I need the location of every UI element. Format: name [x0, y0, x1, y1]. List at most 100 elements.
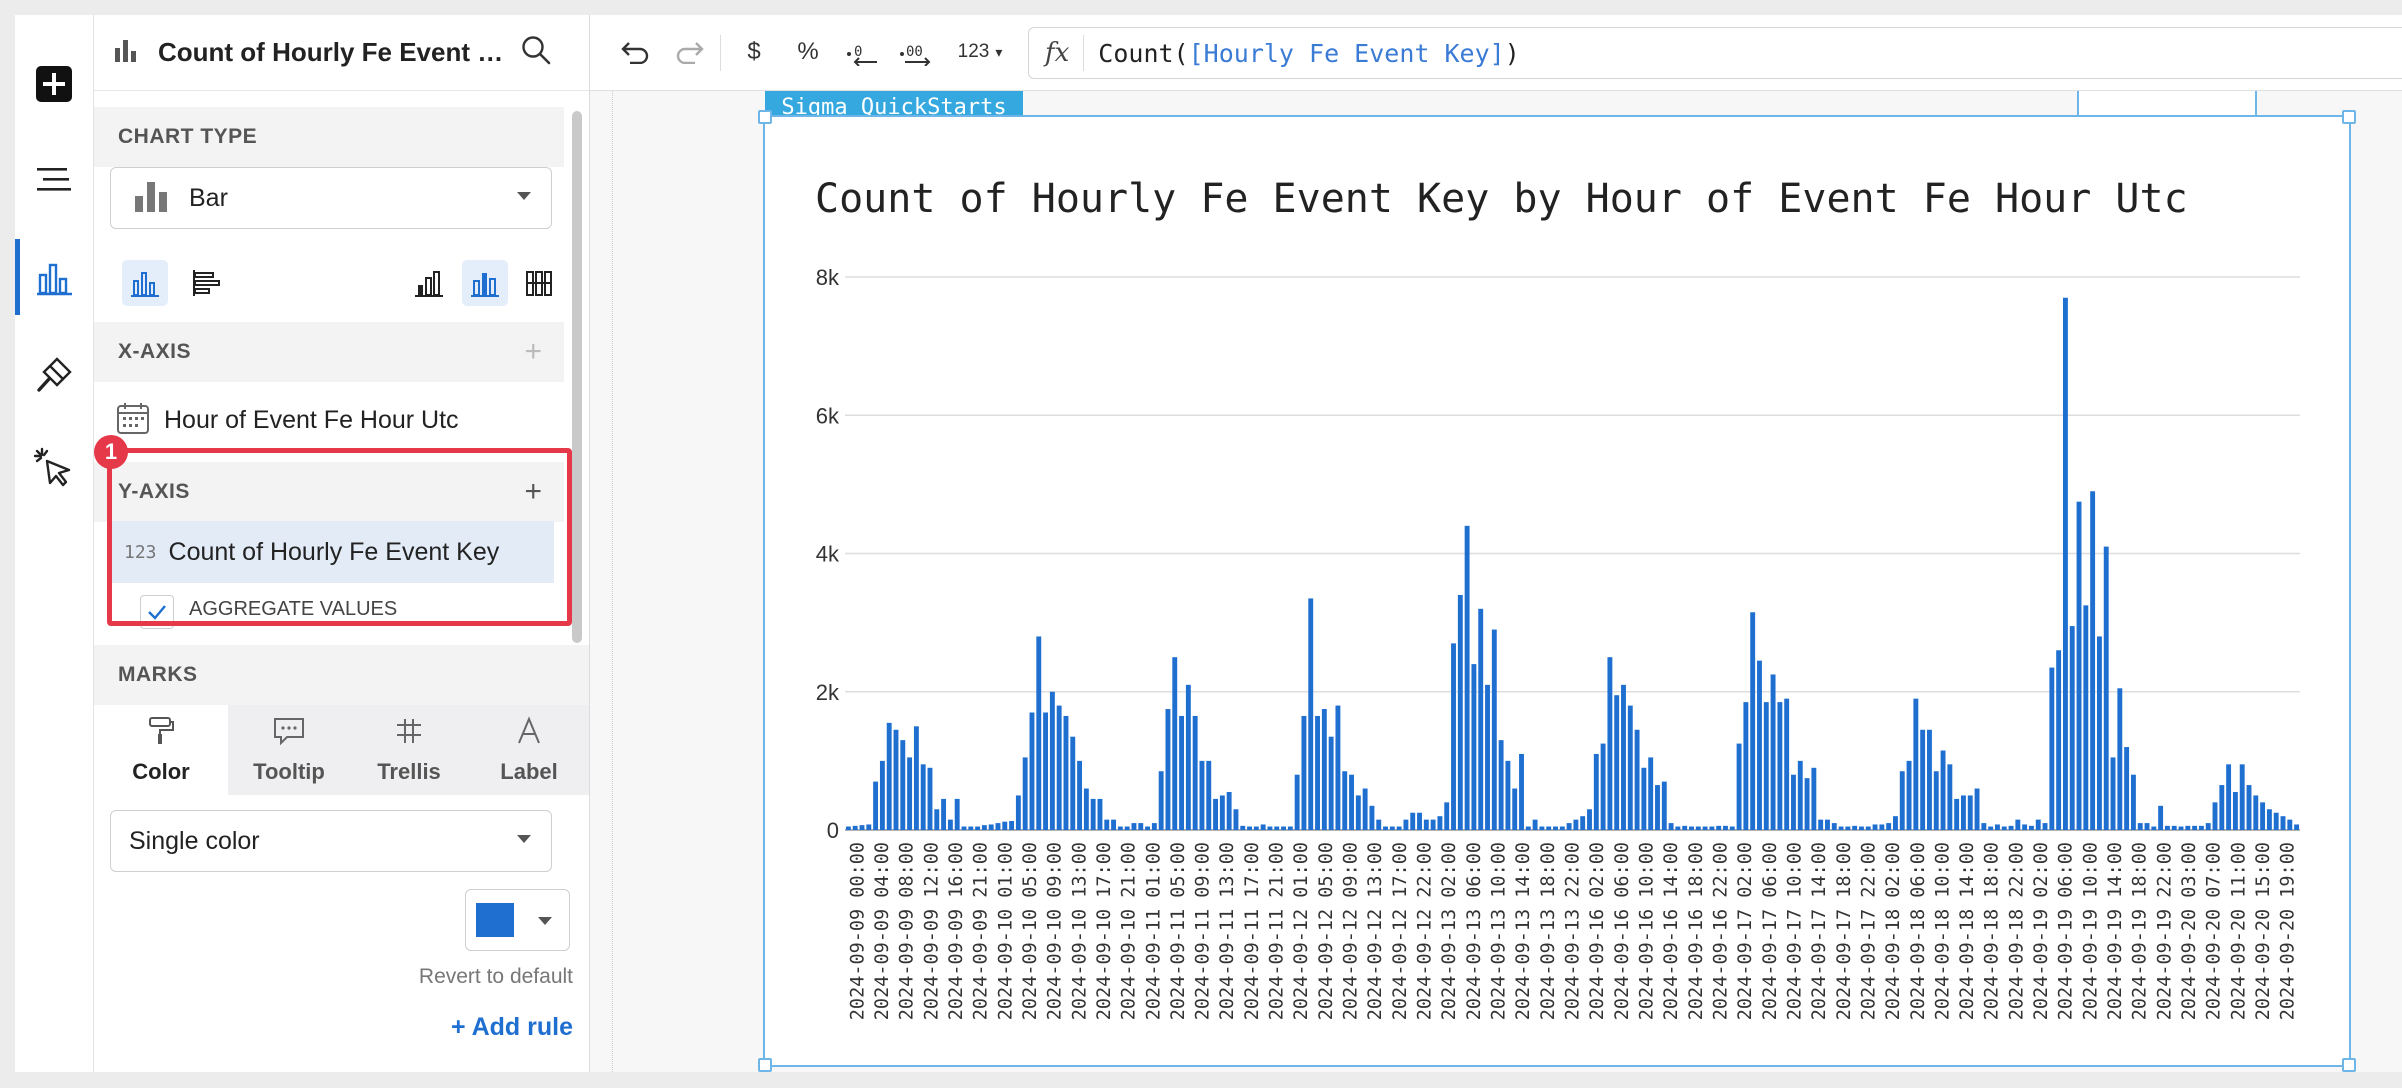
bar	[1247, 826, 1252, 830]
currency-button[interactable]: $	[747, 38, 761, 65]
bar	[1865, 826, 1871, 830]
x-tick-label: 2024-09-19 06:00	[2056, 842, 2077, 1020]
bar	[1913, 698, 1919, 830]
bar	[1151, 823, 1157, 830]
x-tick-label: 2024-09-10 01:00	[995, 842, 1016, 1020]
bar	[1791, 774, 1796, 830]
x-tick-label: 2024-09-19 18:00	[2130, 842, 2151, 1020]
bar	[1097, 798, 1103, 830]
resize-handle[interactable]	[758, 1058, 772, 1072]
bar	[1512, 788, 1518, 830]
bar	[1117, 826, 1123, 830]
bar	[2137, 823, 2143, 830]
bar	[1593, 753, 1599, 830]
number-format-dropdown[interactable]: 123 ▾	[952, 31, 1008, 73]
x-tick-label: 2024-09-13 06:00	[1464, 842, 1485, 1020]
add-y-axis-icon[interactable]: +	[524, 475, 542, 508]
horizontal-bar-option[interactable]	[184, 260, 230, 306]
grouped-bar-option[interactable]	[462, 260, 508, 306]
outline-icon[interactable]	[15, 145, 93, 215]
bar	[1709, 826, 1715, 830]
redo-icon[interactable]	[670, 31, 710, 73]
bar	[1090, 798, 1096, 830]
resize-handle[interactable]	[2342, 1058, 2356, 1072]
x-tick-label: 2024-09-18 14:00	[1957, 842, 1978, 1020]
bar	[2076, 501, 2082, 830]
properties-panel: Count of Hourly Fe Event K... CHART TYPE…	[94, 15, 590, 1072]
tab-trellis[interactable]: Trellis	[349, 705, 469, 795]
add-x-axis-icon[interactable]: +	[524, 335, 542, 368]
percent-bar-option[interactable]	[516, 260, 562, 306]
bar	[1702, 826, 1708, 830]
bar	[1947, 764, 1953, 830]
bar	[1831, 823, 1837, 830]
formula-function: Count(	[1098, 38, 1189, 68]
chart-type-select[interactable]: Bar	[110, 167, 552, 229]
bar	[2117, 688, 2123, 830]
bar-chart-icon[interactable]	[15, 242, 93, 312]
search-icon[interactable]	[520, 34, 552, 71]
chart-title: Count of Hourly Fe Event Key by Hour of …	[815, 176, 2188, 222]
chart-type-heading: CHART TYPE	[118, 125, 258, 148]
resize-handle[interactable]	[2342, 110, 2356, 124]
bar	[2008, 825, 2014, 830]
bar	[2226, 764, 2232, 830]
action-cursor-icon[interactable]	[15, 433, 93, 503]
page-tag: Sigma QuickStarts	[765, 91, 1023, 119]
y-tick-label: 4k	[816, 542, 840, 567]
plus-icon[interactable]	[15, 49, 93, 119]
x-axis-field[interactable]: Hour of Event Fe Hour Utc	[110, 389, 550, 451]
paint-icon[interactable]	[15, 340, 93, 410]
undo-icon[interactable]	[615, 31, 655, 73]
x-tick-label: 2024-09-11 09:00	[1193, 842, 1214, 1020]
color-swatch	[476, 903, 514, 937]
x-axis-heading: X-AXIS	[118, 340, 192, 363]
bar	[1743, 702, 1749, 830]
bar	[866, 824, 872, 830]
color-mode-value: Single color	[129, 826, 260, 855]
bar	[1580, 816, 1586, 830]
increase-decimals-icon[interactable]: 00	[896, 31, 940, 73]
number-type-icon: 123	[124, 541, 157, 563]
bar	[852, 825, 858, 830]
bar	[2266, 809, 2272, 830]
bar	[968, 826, 974, 830]
x-tick-label: 2024-09-11 13:00	[1217, 842, 1238, 1020]
resize-handle[interactable]	[758, 110, 772, 124]
bar	[1553, 826, 1558, 830]
stacked-bar-option[interactable]	[406, 260, 452, 306]
revert-default-link[interactable]: Revert to default	[418, 965, 573, 988]
x-tick-label: 2024-09-12 17:00	[1390, 842, 1411, 1020]
bar	[1267, 826, 1273, 830]
left-rail	[15, 15, 94, 1072]
bar	[927, 767, 933, 830]
bar	[995, 823, 1001, 830]
tab-tooltip[interactable]: Tooltip	[229, 705, 349, 795]
panel-scrollbar[interactable]	[572, 111, 582, 643]
add-rule-button[interactable]: + Add rule	[450, 1013, 573, 1041]
x-tick-label: 2024-09-10 21:00	[1119, 842, 1140, 1020]
bar	[2158, 805, 2164, 830]
tab-label[interactable]: Label	[469, 705, 589, 795]
bar	[2130, 774, 2136, 830]
bar	[988, 824, 994, 830]
color-mode-select[interactable]: Single color	[110, 810, 552, 872]
x-tick-label: 2024-09-10 09:00	[1045, 842, 1066, 1020]
bar	[1648, 757, 1654, 830]
x-tick-label: 2024-09-17 02:00	[1735, 842, 1756, 1020]
formula-bar[interactable]: fx Count( [Hourly Fe Event Key] )	[1028, 27, 2402, 79]
tab-color[interactable]: Color	[94, 705, 228, 795]
chevron-down-icon	[517, 835, 531, 843]
y-axis-field[interactable]: 123 Count of Hourly Fe Event Key	[110, 521, 554, 583]
decrease-decimals-icon[interactable]: 0	[840, 31, 884, 73]
vertical-bar-option[interactable]	[122, 260, 168, 306]
percent-button[interactable]: %	[797, 38, 819, 65]
bar	[1498, 740, 1504, 830]
bar	[2049, 667, 2055, 830]
bar	[913, 726, 919, 830]
x-tick-label: 2024-09-18 10:00	[1932, 842, 1953, 1020]
color-picker[interactable]	[465, 889, 570, 951]
bar	[1954, 798, 1960, 830]
chart-element[interactable]: Count of Hourly Fe Event Key by Hour of …	[758, 110, 2356, 1072]
bar	[1689, 826, 1694, 830]
